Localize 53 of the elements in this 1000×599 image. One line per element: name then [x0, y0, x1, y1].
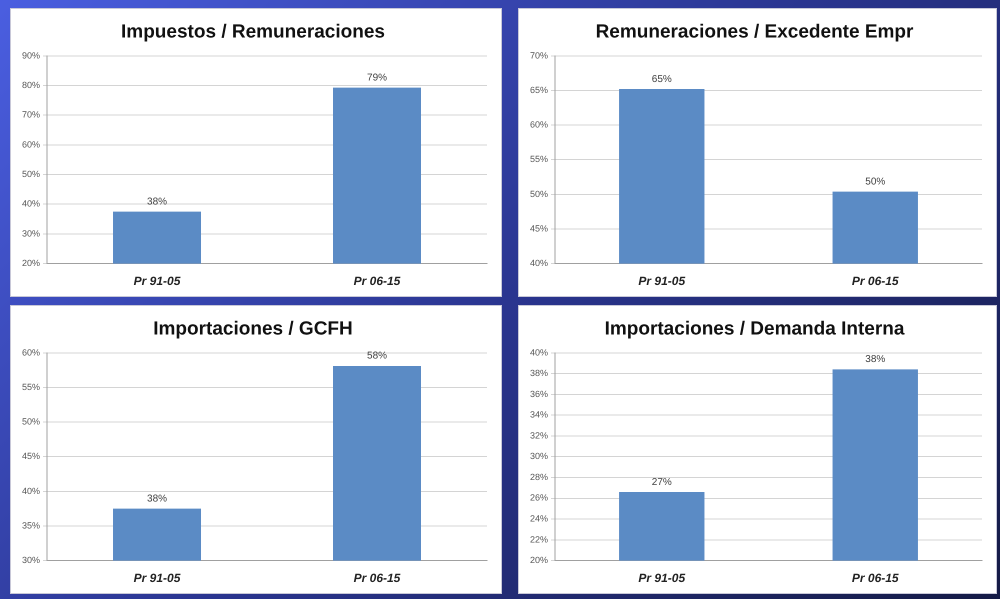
y-tick-label: 50%	[22, 169, 40, 180]
y-tick-label: 55%	[22, 382, 40, 392]
y-tick-label: 24%	[530, 514, 548, 524]
y-tick-label: 70%	[22, 110, 40, 120]
y-tick-label: 70%	[530, 50, 548, 60]
y-tick-label: 30%	[530, 451, 548, 462]
y-tick-label: 22%	[530, 534, 548, 544]
data-label: 38%	[147, 196, 168, 208]
x-tick-label: Pr 06-15	[354, 571, 401, 586]
y-tick-label: 40%	[22, 198, 40, 209]
x-tick-label: Pr 91-05	[134, 571, 181, 586]
y-tick-label: 45%	[22, 451, 40, 462]
y-tick-label: 60%	[22, 347, 40, 358]
chart-title: Importaciones / GCFH	[153, 318, 353, 340]
chart-title: Importaciones / Demanda Interna	[604, 318, 905, 340]
y-tick-label: 40%	[22, 486, 40, 496]
y-tick-label: 34%	[530, 410, 548, 420]
y-tick-label: 30%	[22, 228, 40, 238]
y-tick-label: 60%	[530, 120, 548, 130]
chart-title: Remuneraciones / Excedente Empr	[596, 22, 914, 43]
x-tick-label: Pr 06-15	[354, 274, 401, 288]
y-tick-label: 30%	[22, 555, 40, 566]
y-tick-label: 65%	[530, 84, 548, 95]
y-tick-label: 26%	[530, 492, 548, 503]
data-label: 27%	[652, 476, 672, 488]
y-tick-label: 20%	[530, 555, 548, 566]
data-label: 79%	[366, 72, 388, 84]
data-label: 38%	[865, 354, 886, 366]
data-label: 65%	[652, 74, 672, 85]
y-tick-label: 20%	[22, 258, 40, 268]
y-tick-label: 32%	[530, 430, 548, 440]
y-tick-label: 38%	[530, 368, 548, 378]
data-label: 58%	[366, 350, 388, 362]
x-tick-label: Pr 06-15	[852, 571, 899, 586]
x-tick-label: Pr 91-05	[134, 274, 181, 288]
y-tick-label: 80%	[22, 80, 40, 90]
y-tick-label: 50%	[530, 188, 548, 199]
y-tick-label: 40%	[530, 258, 548, 268]
y-tick-label: 40%	[530, 347, 548, 358]
y-tick-label: 36%	[530, 388, 548, 399]
data-label: 50%	[865, 176, 886, 188]
x-tick-label: Pr 91-05	[638, 571, 686, 586]
y-tick-label: 45%	[530, 223, 548, 234]
y-tick-label: 60%	[22, 139, 40, 150]
y-tick-label: 50%	[22, 416, 40, 427]
y-tick-label: 28%	[530, 472, 548, 482]
y-tick-label: 90%	[22, 50, 40, 60]
y-tick-label: 55%	[530, 154, 548, 164]
chart-title: Impuestos / Remuneraciones	[121, 22, 385, 43]
x-tick-label: Pr 91-05	[638, 274, 686, 288]
x-tick-label: Pr 06-15	[852, 274, 899, 288]
data-label: 38%	[147, 493, 168, 504]
y-tick-label: 35%	[22, 520, 40, 530]
